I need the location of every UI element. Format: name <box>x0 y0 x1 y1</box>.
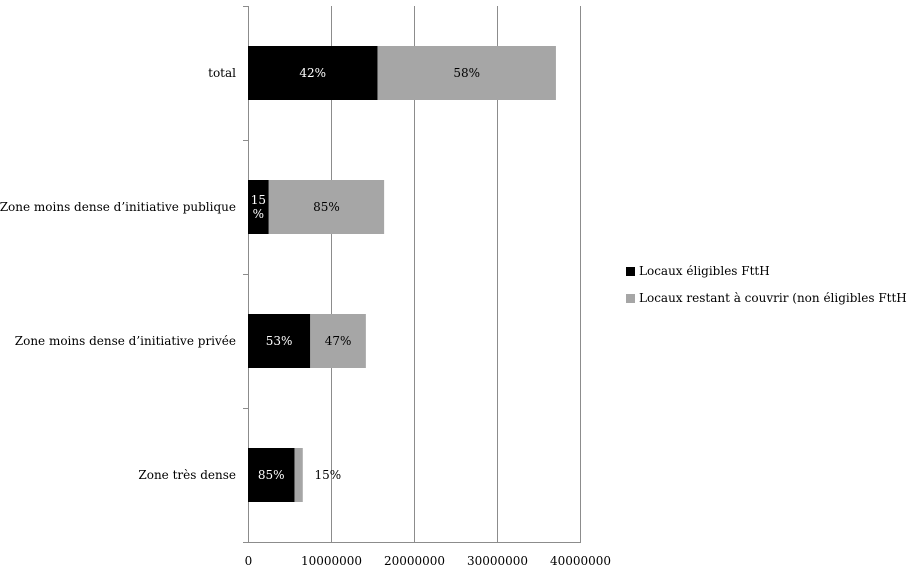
legend-label-eligible: Locaux éligibles FttH <box>639 264 770 278</box>
x-tick-label: 30000000 <box>467 554 528 568</box>
data-label: 58% <box>453 66 480 80</box>
data-label: 15% <box>314 468 341 482</box>
bar-segment <box>248 180 269 234</box>
bar-segment <box>294 448 303 502</box>
bar-segment <box>310 314 366 368</box>
data-label: 85% <box>313 200 340 214</box>
category-label: Zone moins dense d’initiative privée <box>15 334 236 348</box>
data-label: 42% <box>299 66 326 80</box>
bar-segment <box>377 46 556 100</box>
category-label: Zone moins dense d’initiative publique <box>0 200 236 214</box>
x-tick-label: 40000000 <box>550 554 611 568</box>
x-tick-label: 0 <box>245 554 253 568</box>
bar-segment <box>248 46 378 100</box>
bar-segment <box>248 448 295 502</box>
data-label: 15% <box>251 193 266 221</box>
category-label: total <box>208 66 236 80</box>
legend-item-eligible: Locaux éligibles FttH <box>626 262 907 280</box>
bar-segment <box>268 180 385 234</box>
data-label: 47% <box>325 334 352 348</box>
legend: Locaux éligibles FttH Locaux restant à c… <box>626 262 907 316</box>
legend-swatch-eligible <box>626 266 635 276</box>
bar-segment <box>248 314 311 368</box>
legend-label-remaining: Locaux restant à couvrir (non éligibles … <box>639 291 907 305</box>
data-label: 85% <box>258 468 285 482</box>
data-label: 53% <box>266 334 293 348</box>
legend-item-remaining: Locaux restant à couvrir (non éligibles … <box>626 289 907 307</box>
category-label: Zone très dense <box>138 468 236 482</box>
x-tick-label: 20000000 <box>384 554 445 568</box>
legend-swatch-remaining <box>626 293 635 303</box>
x-tick-label: 10000000 <box>301 554 362 568</box>
